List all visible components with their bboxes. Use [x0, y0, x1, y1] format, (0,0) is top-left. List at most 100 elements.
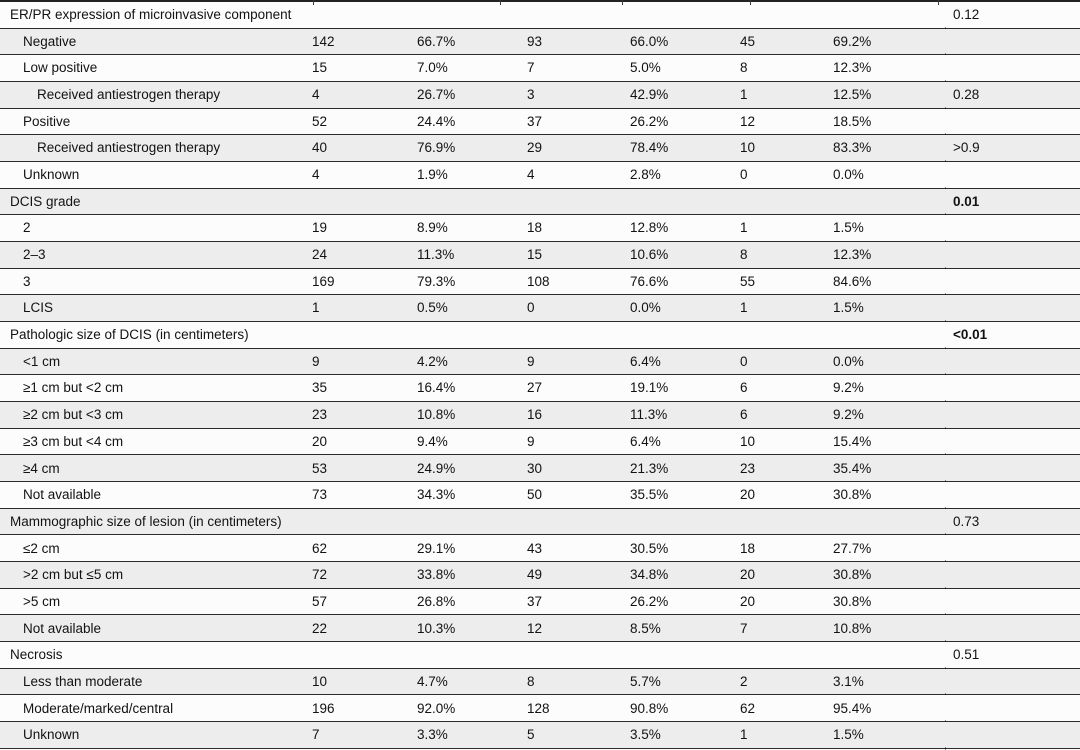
row-label: Mammographic size of lesion (in centimet…: [10, 513, 282, 529]
percent-col-b: 11.3%: [630, 407, 668, 423]
percent-col-c: 0.0%: [833, 353, 864, 369]
percent-col-a: 24.4%: [417, 113, 456, 129]
percent-col-a: 1.9%: [417, 167, 448, 183]
row-label: ≥2 cm but <3 cm: [23, 407, 124, 423]
row-label: Negative: [23, 33, 77, 49]
percent-col-b: 10.6%: [630, 247, 669, 263]
percent-col-b: 30.5%: [630, 540, 669, 556]
percent-col-b: 6.4%: [630, 433, 661, 449]
count-col-b: 15: [527, 247, 543, 263]
count-col-b: 43: [527, 540, 543, 556]
percent-col-a: 29.1%: [417, 540, 456, 556]
percent-col-c: 30.8%: [833, 593, 872, 609]
percent-col-b: 5.0%: [630, 60, 661, 76]
count-col-a: 57: [312, 593, 328, 609]
percent-col-b: 76.6%: [630, 273, 669, 289]
row-label: Unknown: [23, 167, 80, 183]
count-col-a: 62: [312, 540, 328, 556]
percent-col-c: 1.5%: [833, 300, 864, 316]
count-col-b: 5: [527, 727, 535, 743]
row-label: ≥3 cm but <4 cm: [23, 433, 124, 449]
table-row: Necrosis 0.51: [0, 642, 1080, 670]
count-col-c: 0: [740, 167, 748, 183]
p-value: >0.9: [953, 140, 980, 156]
percent-col-a: 66.7%: [417, 33, 456, 49]
count-col-c: 6: [740, 380, 748, 396]
count-col-c: 1: [740, 300, 748, 316]
count-col-b: 37: [527, 113, 543, 129]
percent-col-b: 8.5%: [630, 620, 661, 636]
count-col-c: 20: [740, 487, 756, 503]
percent-col-c: 84.6%: [833, 273, 872, 289]
table-row: >2 cm but ≤5 cm 72 33.8% 49 34.8% 20 30.…: [0, 562, 1080, 590]
percent-col-b: 34.8%: [630, 567, 669, 583]
row-label: Unknown: [23, 727, 80, 743]
count-col-b: 9: [527, 433, 535, 449]
percent-col-b: 21.3%: [630, 460, 669, 476]
top-edge-tick: [938, 0, 940, 5]
table-row: DCIS grade 0.01: [0, 188, 1080, 217]
percent-col-c: 18.5%: [833, 113, 872, 129]
percent-col-a: 34.3%: [417, 487, 456, 503]
count-col-c: 10: [740, 140, 756, 156]
p-value: 0.73: [953, 513, 980, 529]
percent-col-a: 10.8%: [417, 407, 456, 423]
count-col-b: 4: [527, 167, 535, 183]
row-label: >2 cm but ≤5 cm: [23, 567, 124, 583]
count-col-a: 1: [312, 300, 320, 316]
table-row: ≥1 cm but <2 cm 35 16.4% 27 19.1% 6 9.2%: [0, 375, 1080, 404]
percent-col-c: 69.2%: [833, 33, 872, 49]
row-label: Not available: [23, 487, 102, 503]
percent-col-c: 12.5%: [833, 87, 872, 103]
row-label: Received antiestrogen therapy: [37, 87, 221, 103]
count-col-a: 23: [312, 407, 328, 423]
row-label: Positive: [23, 113, 71, 129]
count-col-a: 142: [312, 33, 335, 49]
percent-col-a: 4.2%: [417, 353, 448, 369]
row-label: Low positive: [23, 60, 98, 76]
table-row: 2–3 24 11.3% 15 10.6% 8 12.3%: [0, 242, 1080, 270]
percent-col-b: 66.0%: [630, 33, 669, 49]
percent-col-a: 0.5%: [417, 300, 448, 316]
percent-col-a: 4.7%: [417, 673, 448, 689]
count-col-b: 12: [527, 620, 543, 636]
row-label: ≤2 cm: [23, 540, 60, 556]
row-label: LCIS: [23, 300, 54, 316]
table-row: 3 169 79.3% 108 76.6% 55 84.6%: [0, 268, 1080, 297]
count-col-b: 29: [527, 140, 543, 156]
row-label: Less than moderate: [23, 673, 143, 689]
count-col-c: 0: [740, 353, 748, 369]
table-row: Moderate/marked/central 196 92.0% 128 90…: [0, 695, 1080, 724]
count-col-b: 18: [527, 220, 543, 236]
percent-col-c: 30.8%: [833, 487, 872, 503]
p-value: 0.01: [953, 193, 980, 209]
top-edge-tick: [313, 0, 315, 5]
top-edge-tick: [622, 0, 624, 5]
count-col-b: 49: [527, 567, 543, 583]
table-row: Low positive 15 7.0% 7 5.0% 8 12.3%: [0, 55, 1080, 84]
row-label: ER/PR expression of microinvasive compon…: [10, 7, 292, 23]
percent-col-c: 35.4%: [833, 460, 872, 476]
p-value: <0.01: [953, 327, 988, 343]
table-row: Negative 142 66.7% 93 66.0% 45 69.2%: [0, 28, 1080, 57]
percent-col-b: 26.2%: [630, 113, 669, 129]
percent-col-b: 5.7%: [630, 673, 661, 689]
percent-col-c: 0.0%: [833, 167, 864, 183]
percent-col-b: 90.8%: [630, 700, 669, 716]
count-col-c: 10: [740, 433, 756, 449]
percent-col-c: 12.3%: [833, 60, 872, 76]
count-col-c: 20: [740, 593, 756, 609]
count-col-c: 18: [740, 540, 756, 556]
count-col-c: 1: [740, 220, 748, 236]
percent-col-b: 2.8%: [630, 167, 661, 183]
percent-col-b: 35.5%: [630, 487, 669, 503]
table-row: >5 cm 57 26.8% 37 26.2% 20 30.8%: [0, 588, 1080, 617]
count-col-b: 128: [527, 700, 550, 716]
count-col-a: 196: [312, 700, 335, 716]
count-col-c: 55: [740, 273, 756, 289]
table-row: ≥3 cm but <4 cm 20 9.4% 9 6.4% 10 15.4%: [0, 428, 1080, 457]
table-row: Unknown 7 3.3% 5 3.5% 1 1.5%: [0, 722, 1080, 750]
count-col-a: 72: [312, 567, 328, 583]
table-row: 2 19 8.9% 18 12.8% 1 1.5%: [0, 215, 1080, 244]
